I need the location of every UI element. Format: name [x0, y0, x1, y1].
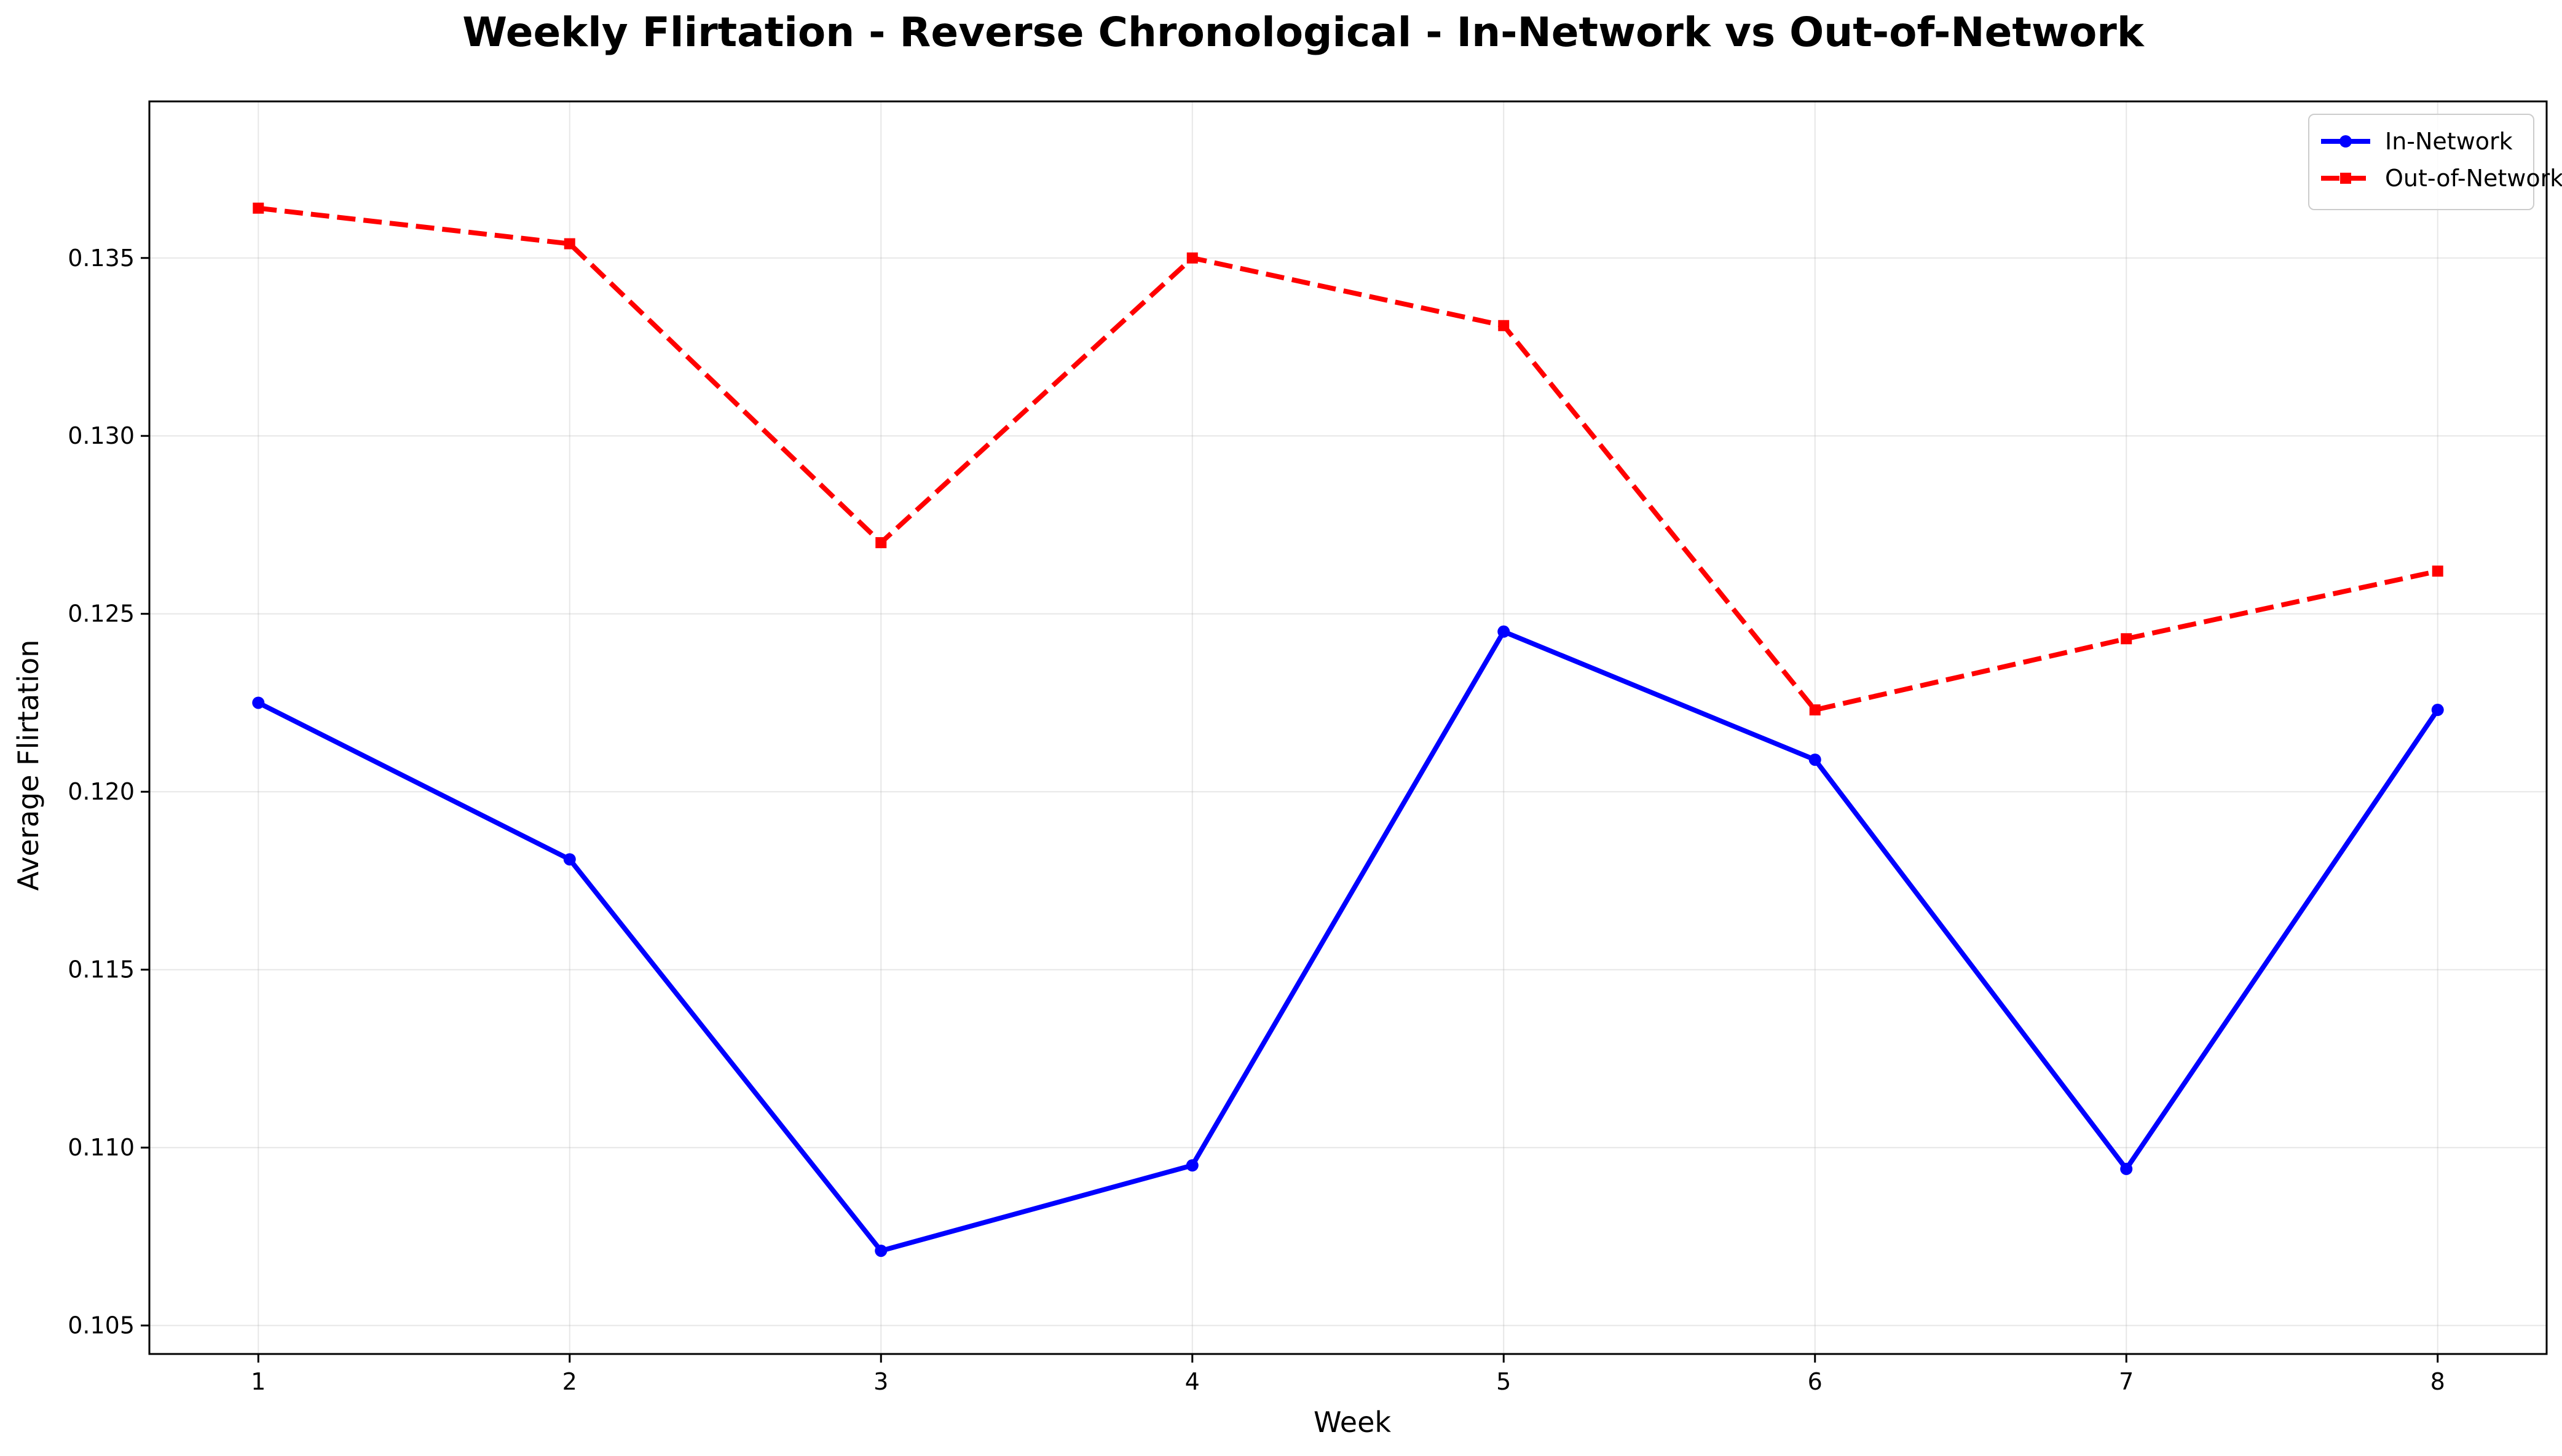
series-line-in-network: [257, 629, 2440, 1254]
data-point-out-of-network: [564, 238, 575, 250]
data-point-out-of-network: [253, 202, 264, 214]
data-point-in-network: [875, 1245, 888, 1257]
y-tick-label: 0.135: [68, 245, 135, 272]
data-point-in-network: [563, 853, 576, 866]
plot-frame: [148, 100, 2548, 1355]
series-line-out-of-network: [258, 205, 2438, 713]
series-out-of-network: [253, 202, 2443, 716]
x-tick-label: 5: [1496, 1368, 1511, 1395]
legend-item-in-network: In-Network: [2321, 128, 2513, 155]
data-point-in-network: [2431, 704, 2444, 717]
legend-label-in-network: In-Network: [2385, 128, 2513, 155]
grid: [149, 101, 2547, 1354]
data-point-out-of-network: [1498, 320, 1510, 331]
x-tick-label: 3: [873, 1368, 888, 1395]
y-tick-label: 0.125: [68, 600, 135, 628]
data-point-in-network: [252, 696, 265, 709]
legend-marker-out-of-network: [2340, 173, 2351, 184]
legend-label-out-of-network: Out-of-Network: [2385, 165, 2562, 192]
legend-item-out-of-network: Out-of-Network: [2321, 165, 2562, 192]
y-tick-label: 0.105: [68, 1312, 135, 1339]
data-point-in-network: [2120, 1162, 2133, 1175]
y-tick-label: 0.130: [68, 422, 135, 449]
chart-title: Weekly Flirtation - Reverse Chronologica…: [462, 9, 2145, 56]
data-point-in-network: [1808, 754, 1821, 766]
x-tick-label: 4: [1185, 1368, 1200, 1395]
data-point-in-network: [1497, 625, 1510, 638]
legend-marker-in-network: [2339, 135, 2352, 148]
x-tick-label: 1: [251, 1368, 266, 1395]
x-tick-label: 8: [2430, 1368, 2445, 1395]
axis-ticks: 1 2 3 4 5 6 7 8 0.105 0.110 0.115 0.120 0.125 0.130 0.…: [68, 245, 2445, 1395]
series-layer: [252, 202, 2444, 1257]
x-axis-label: Week: [1314, 1406, 1391, 1439]
y-axis-label: Average Flirtation: [12, 640, 45, 891]
data-point-out-of-network: [1186, 252, 1198, 264]
data-point-out-of-network: [875, 537, 887, 548]
x-tick-label: 6: [1808, 1368, 1823, 1395]
data-point-out-of-network: [1809, 704, 1821, 716]
legend-box: [2308, 114, 2534, 210]
data-point-out-of-network: [2432, 565, 2443, 577]
x-tick-label: 2: [562, 1368, 577, 1395]
data-point-out-of-network: [2121, 633, 2132, 645]
series-in-network: [252, 625, 2444, 1257]
data-point-in-network: [1186, 1159, 1199, 1172]
legend: In-Network Out-of-Network: [2308, 114, 2562, 210]
x-tick-label: 7: [2119, 1368, 2134, 1395]
y-tick-label: 0.115: [68, 956, 135, 983]
y-tick-label: 0.110: [68, 1134, 135, 1161]
y-tick-label: 0.120: [68, 778, 135, 805]
